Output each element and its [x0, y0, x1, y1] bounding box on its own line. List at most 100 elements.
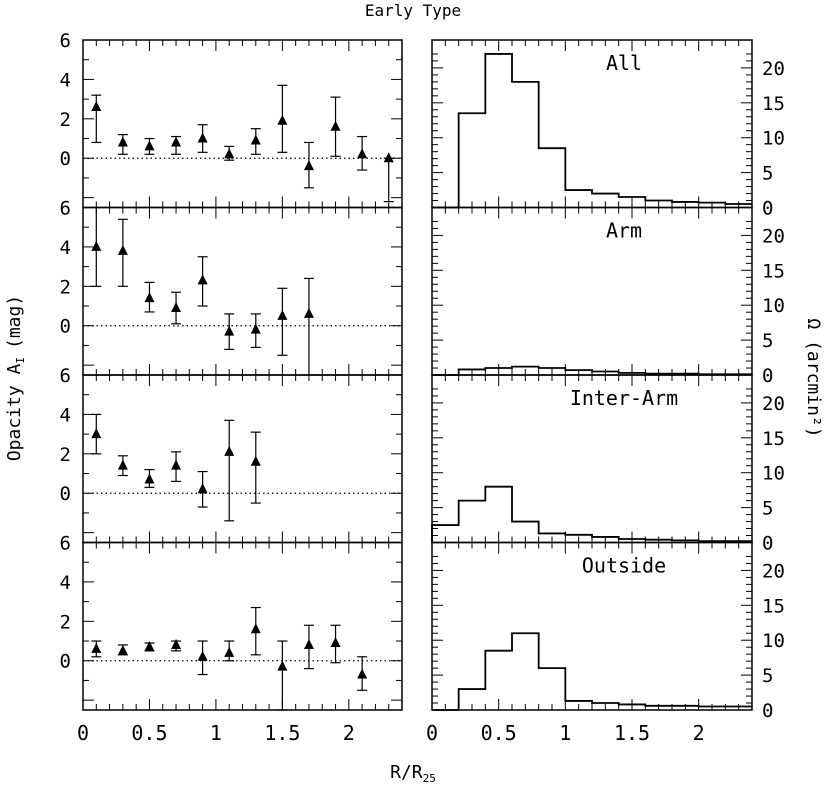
area-ytick-label-arm: 15	[762, 260, 785, 282]
data-point-triangle-all	[91, 101, 102, 111]
area-ytick-label-arm: 5	[762, 330, 773, 352]
data-point-triangle-all	[224, 148, 235, 159]
histogram-all	[432, 53, 752, 209]
opacity-ytick-label-inter-arm: 0	[60, 483, 71, 505]
opacity-ytick-label-arm: 6	[60, 198, 71, 220]
opacity-ytick-label-inter-arm: 2	[60, 444, 71, 466]
area-xtick-label: 1	[559, 721, 571, 745]
data-point-triangle-arm	[224, 325, 235, 336]
area-ytick-label-arm: 20	[762, 225, 785, 247]
area-ytick-label-inter-arm: 10	[762, 463, 785, 485]
data-point-triangle-arm	[250, 323, 261, 334]
opacity-ytick-label-outside: 0	[60, 651, 71, 673]
panel-label-arm: Arm	[606, 219, 642, 243]
area-ytick-label-outside: 0	[762, 700, 773, 722]
data-point-triangle-arm	[197, 274, 208, 285]
data-point-triangle-all	[144, 140, 155, 151]
data-point-triangle-all	[171, 136, 182, 147]
data-point-triangle-outside	[171, 638, 182, 649]
data-point-triangle-arm	[144, 292, 155, 303]
data-point-triangle-outside	[303, 638, 314, 649]
area-ytick-label-inter-arm: 5	[762, 498, 773, 520]
area-ytick-label-outside: 10	[762, 630, 785, 652]
opacity-ytick-label-all: 2	[60, 109, 71, 131]
y-axis-label-right: Ω (arcmin²)	[803, 318, 824, 437]
area-ytick-label-all: 20	[762, 58, 785, 80]
opacity-ytick-label-outside: 6	[60, 533, 71, 555]
panels-group: 024605101520All024605101520Arm0246051015…	[60, 30, 785, 745]
opacity-ytick-label-arm: 0	[60, 316, 71, 338]
area-xtick-label: 0.5	[481, 721, 517, 745]
histogram-arm	[432, 365, 752, 376]
area-xtick-label: 2	[693, 721, 705, 745]
area-ytick-label-all: 10	[762, 128, 785, 150]
chart-title: Early Type	[365, 1, 461, 20]
data-point-triangle-arm	[277, 309, 288, 320]
histogram-outside	[432, 632, 752, 711]
data-point-triangle-all	[330, 120, 341, 131]
data-point-triangle-arm	[117, 244, 128, 255]
opacity-ytick-label-outside: 2	[60, 611, 71, 633]
data-point-triangle-outside	[357, 668, 368, 679]
data-point-triangle-inter-arm	[250, 455, 261, 466]
panel-label-all: All	[606, 51, 642, 75]
opacity-ytick-label-outside: 4	[60, 572, 71, 594]
data-point-triangle-outside	[91, 642, 102, 653]
data-point-triangle-inter-arm	[91, 428, 102, 439]
x-axis-label-sub: 25	[423, 772, 436, 785]
data-point-triangle-arm	[171, 302, 182, 312]
data-point-triangle-inter-arm	[117, 459, 128, 470]
opacity-ytick-label-inter-arm: 4	[60, 404, 71, 426]
opacity-xtick-label: 2	[343, 721, 355, 745]
area-ytick-label-arm: 10	[762, 295, 785, 317]
data-point-triangle-all	[250, 134, 261, 145]
opacity-ytick-label-all: 6	[60, 30, 71, 52]
area-ytick-label-inter-arm: 0	[762, 533, 773, 555]
area-xtick-label: 1.5	[614, 721, 650, 745]
panel-label-inter-arm: Inter-Arm	[570, 386, 678, 410]
y-axis-label-left: Opacity AI (mag)	[4, 295, 27, 461]
data-point-triangle-inter-arm	[224, 445, 235, 456]
data-point-triangle-arm	[303, 307, 314, 318]
area-ytick-label-outside: 20	[762, 560, 785, 582]
opacity-xtick-label: 1.5	[264, 721, 300, 745]
data-point-triangle-outside	[250, 623, 261, 634]
opacity-ytick-label-all: 4	[60, 69, 71, 91]
data-point-triangle-inter-arm	[197, 483, 208, 494]
area-panel-frame-arm	[431, 206, 753, 376]
area-ytick-label-arm: 0	[762, 365, 773, 387]
area-ytick-label-all: 0	[762, 198, 773, 220]
data-point-triangle-outside	[330, 637, 341, 647]
opacity-xtick-label: 0.5	[131, 721, 167, 745]
opacity-panel-frame-inter-arm	[82, 374, 403, 544]
data-point-triangle-outside	[144, 640, 155, 651]
data-point-triangle-inter-arm	[144, 473, 155, 484]
area-ytick-label-outside: 15	[762, 595, 785, 617]
x-axis-label: R/R25	[390, 762, 436, 785]
data-point-triangle-all	[383, 152, 394, 163]
opacity-panel-frame-all	[82, 39, 403, 209]
opacity-ytick-label-arm: 4	[60, 237, 71, 259]
data-point-triangle-all	[117, 136, 128, 147]
opacity-ytick-label-inter-arm: 6	[60, 365, 71, 387]
panel-label-outside: Outside	[582, 554, 666, 578]
area-ytick-label-all: 5	[762, 163, 773, 185]
opacity-panel-frame-arm	[82, 206, 403, 376]
opacity-xtick-label: 1	[210, 721, 222, 745]
area-ytick-label-inter-arm: 20	[762, 393, 785, 415]
area-ytick-label-all: 15	[762, 93, 785, 115]
data-point-triangle-inter-arm	[171, 459, 182, 470]
data-point-triangle-all	[277, 114, 288, 125]
data-point-triangle-all	[197, 132, 208, 143]
area-ytick-label-inter-arm: 15	[762, 428, 785, 450]
data-point-triangle-all	[357, 148, 368, 159]
opacity-panel-frame-outside	[82, 541, 403, 711]
opacity-ytick-label-all: 0	[60, 148, 71, 170]
area-ytick-label-outside: 5	[762, 665, 773, 687]
opacity-ytick-label-arm: 2	[60, 276, 71, 298]
x-axis-label-main: R/R	[390, 762, 423, 783]
y-axis-label-left-unit: (mag)	[4, 295, 25, 349]
y-axis-label-left-sub: I	[14, 357, 27, 364]
data-point-triangle-outside	[277, 660, 288, 671]
